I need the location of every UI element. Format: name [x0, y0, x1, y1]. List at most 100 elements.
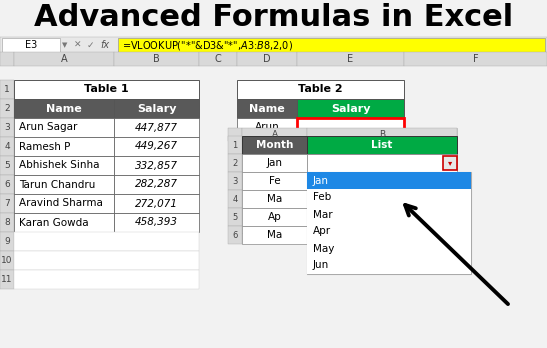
Text: 6: 6: [232, 230, 238, 239]
Bar: [307, 172, 471, 274]
Bar: [228, 154, 242, 172]
Bar: [443, 156, 457, 170]
Bar: [14, 213, 114, 232]
Text: Advanced Formulas in Excel: Advanced Formulas in Excel: [34, 3, 513, 32]
Text: 5: 5: [4, 161, 10, 170]
Text: 7: 7: [4, 199, 10, 208]
Bar: [228, 136, 242, 154]
Text: Jan: Jan: [266, 158, 282, 168]
Bar: [307, 128, 457, 141]
Bar: [0, 118, 14, 137]
Bar: [237, 52, 297, 66]
Text: =VLOOKUP("*"&D3&"*",$A$3:$B$8,2,0): =VLOOKUP("*"&D3&"*",$A$3:$B$8,2,0): [122, 39, 293, 52]
Bar: [0, 194, 14, 213]
Bar: [307, 257, 471, 274]
Bar: [307, 190, 457, 208]
Text: 6: 6: [4, 180, 10, 189]
Bar: [14, 52, 114, 66]
Bar: [0, 156, 14, 175]
Bar: [242, 190, 307, 208]
Bar: [114, 118, 199, 137]
Text: Arun: Arun: [254, 122, 280, 133]
Text: Ma: Ma: [267, 194, 282, 204]
Text: Jan: Jan: [313, 175, 329, 185]
Bar: [199, 52, 237, 66]
Bar: [0, 37, 547, 54]
Bar: [237, 99, 297, 118]
Text: Table 2: Table 2: [298, 85, 343, 95]
Text: E3: E3: [25, 40, 37, 50]
Bar: [307, 208, 457, 226]
Bar: [14, 80, 199, 99]
Bar: [0, 137, 14, 156]
Text: Name: Name: [249, 103, 285, 113]
Text: ✓: ✓: [86, 40, 94, 49]
Text: Ramesh P: Ramesh P: [19, 142, 71, 151]
Bar: [0, 213, 14, 232]
Text: A: A: [271, 130, 277, 139]
Text: 282,287: 282,287: [135, 180, 178, 190]
Text: ▼: ▼: [62, 42, 68, 48]
Bar: [0, 232, 14, 251]
Text: B: B: [379, 130, 385, 139]
Bar: [228, 190, 242, 208]
Bar: [242, 208, 307, 226]
Bar: [114, 52, 199, 66]
Bar: [0, 251, 14, 270]
Bar: [114, 137, 199, 156]
Bar: [114, 175, 199, 194]
Bar: [228, 128, 242, 141]
Text: Salary: Salary: [137, 103, 176, 113]
Text: 2: 2: [232, 158, 237, 167]
Bar: [307, 136, 457, 154]
Text: Tarun Chandru: Tarun Chandru: [19, 180, 95, 190]
Bar: [307, 240, 471, 257]
Text: Mar: Mar: [313, 209, 333, 220]
Bar: [307, 206, 471, 223]
Text: Table 1: Table 1: [84, 85, 129, 95]
Bar: [237, 118, 297, 137]
Bar: [307, 154, 457, 172]
Bar: [242, 128, 307, 141]
Bar: [228, 208, 242, 226]
Text: Ma: Ma: [267, 230, 282, 240]
Text: Karan Gowda: Karan Gowda: [19, 218, 89, 228]
Bar: [242, 226, 307, 244]
Bar: [242, 136, 307, 154]
Bar: [114, 194, 199, 213]
Text: 447,877: 447,877: [329, 122, 372, 133]
Bar: [0, 175, 14, 194]
Text: 458,393: 458,393: [135, 218, 178, 228]
Bar: [14, 156, 114, 175]
Text: ✕: ✕: [74, 40, 82, 49]
Text: List: List: [371, 140, 393, 150]
Text: 11: 11: [1, 275, 13, 284]
Text: 1: 1: [4, 85, 10, 94]
Bar: [14, 232, 199, 251]
Bar: [228, 172, 242, 190]
Bar: [14, 175, 114, 194]
Bar: [114, 156, 199, 175]
Text: F: F: [473, 54, 478, 64]
Text: 447,877: 447,877: [135, 122, 178, 133]
Text: 4: 4: [232, 195, 237, 204]
Bar: [14, 194, 114, 213]
Text: E: E: [347, 54, 353, 64]
Bar: [0, 270, 14, 289]
Text: 2: 2: [4, 104, 10, 113]
Text: 272,071: 272,071: [135, 198, 178, 208]
Bar: [307, 172, 457, 190]
Bar: [14, 99, 114, 118]
Text: D: D: [263, 54, 271, 64]
Bar: [307, 189, 471, 206]
Text: Ap: Ap: [267, 212, 281, 222]
Text: Month: Month: [256, 140, 293, 150]
Text: 3: 3: [4, 123, 10, 132]
Text: Aravind Sharma: Aravind Sharma: [19, 198, 103, 208]
Text: Abhishek Sinha: Abhishek Sinha: [19, 160, 100, 171]
Bar: [242, 154, 307, 172]
Bar: [297, 118, 404, 137]
Text: Fe: Fe: [269, 176, 280, 186]
Text: 449,267: 449,267: [135, 142, 178, 151]
Text: Name: Name: [46, 103, 82, 113]
